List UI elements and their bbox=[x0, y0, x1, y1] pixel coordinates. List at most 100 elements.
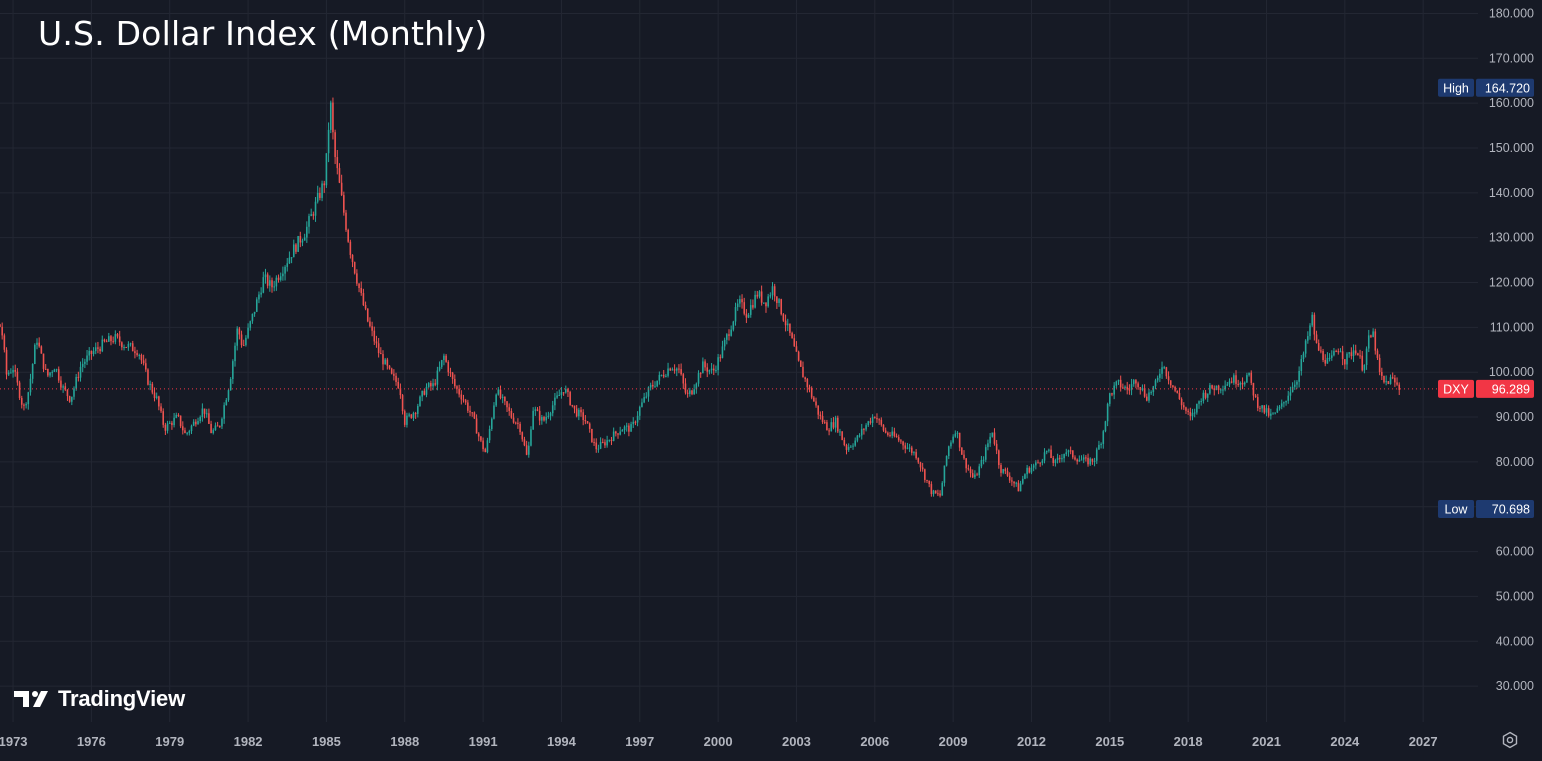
high-badge-value: 164.720 bbox=[1485, 81, 1530, 95]
candle-down-body bbox=[673, 369, 676, 371]
candle-up-body bbox=[438, 366, 441, 371]
candle-down-body bbox=[845, 445, 848, 450]
candle-up-body bbox=[290, 257, 293, 259]
candle-up-body bbox=[982, 459, 985, 461]
candle-up-body bbox=[1289, 392, 1292, 396]
candle-up-body bbox=[549, 413, 552, 416]
candle-up-body bbox=[1117, 379, 1120, 382]
candle-up-body bbox=[25, 404, 27, 406]
candle-down-body bbox=[395, 375, 397, 382]
candle-up-body bbox=[384, 359, 386, 365]
time-tick-label: 1991 bbox=[469, 734, 498, 749]
candle-down-body bbox=[1317, 343, 1320, 351]
candle-up-body bbox=[29, 378, 32, 393]
candle-up-body bbox=[1161, 367, 1163, 374]
candle-down-body bbox=[691, 390, 693, 395]
candle-down-body bbox=[134, 351, 136, 354]
candle-down-body bbox=[57, 369, 60, 381]
candle-down-body bbox=[573, 405, 576, 409]
candle-up-body bbox=[79, 366, 82, 378]
candle-down-body bbox=[684, 383, 687, 393]
candle-down-body bbox=[323, 183, 326, 186]
candle-down-body bbox=[42, 353, 45, 369]
candle-down-body bbox=[1230, 381, 1233, 383]
candle-down-body bbox=[1176, 390, 1179, 393]
candle-up-body bbox=[282, 273, 284, 277]
candle-down-body bbox=[998, 450, 1000, 466]
time-tick-label: 2024 bbox=[1330, 734, 1360, 749]
candle-up-body bbox=[1248, 372, 1250, 376]
candle-down-body bbox=[390, 368, 393, 374]
candle-up-body bbox=[1035, 462, 1037, 466]
candle-up-body bbox=[1156, 377, 1159, 381]
candle-down-body bbox=[634, 421, 637, 423]
candle-down-body bbox=[582, 412, 584, 420]
candle-down-body bbox=[900, 440, 902, 442]
price-axis[interactable]: 180.000 170.000 160.000 150.000 140.000 130.0… bbox=[1438, 6, 1534, 693]
candle-down-body bbox=[1350, 352, 1353, 357]
candle-down-body bbox=[430, 383, 432, 387]
candle-up-body bbox=[1311, 314, 1313, 326]
candle-down-body bbox=[712, 368, 715, 371]
candle-up-body bbox=[854, 440, 857, 446]
candle-down-body bbox=[930, 484, 933, 495]
price-tick-label: 90.000 bbox=[1496, 410, 1534, 424]
candle-down-body bbox=[423, 390, 426, 395]
candle-down-body bbox=[610, 439, 613, 441]
candle-down-body bbox=[399, 388, 402, 396]
candle-up-body bbox=[665, 375, 667, 377]
candle-down-body bbox=[1085, 457, 1087, 459]
candle-down-body bbox=[508, 407, 511, 411]
candle-up-body bbox=[932, 490, 935, 495]
candle-down-body bbox=[1039, 462, 1041, 464]
candle-up-body bbox=[1154, 380, 1157, 387]
candle-down-body bbox=[917, 458, 920, 463]
low-badge-value: 70.698 bbox=[1492, 502, 1530, 516]
candle-up-body bbox=[984, 447, 987, 460]
candle-up-body bbox=[329, 102, 332, 130]
candle-up-body bbox=[127, 344, 130, 348]
candle-up-body bbox=[689, 390, 691, 394]
candle-up-body bbox=[1298, 370, 1300, 382]
candle-up-body bbox=[1285, 400, 1287, 403]
candle-down-body bbox=[451, 372, 454, 379]
candle-down-body bbox=[1335, 351, 1337, 353]
time-axis[interactable]: 1973 1976 1979 1982 1985 1988 1991 1994 1997 2000… bbox=[0, 734, 1438, 749]
candle-up-body bbox=[1063, 454, 1065, 459]
candle-up-body bbox=[27, 392, 30, 405]
candle-up-body bbox=[606, 440, 608, 446]
candle-down-body bbox=[1378, 357, 1381, 372]
candle-down-body bbox=[1256, 397, 1259, 408]
candle-up-body bbox=[1130, 384, 1133, 390]
candle-down-body bbox=[1074, 457, 1076, 460]
candle-up-body bbox=[1276, 408, 1279, 413]
candle-down-body bbox=[1211, 385, 1213, 389]
candle-up-body bbox=[1272, 413, 1274, 415]
gear-icon[interactable] bbox=[1500, 730, 1520, 750]
candle-down-body bbox=[351, 254, 354, 263]
candle-down-body bbox=[340, 182, 343, 196]
candle-down-body bbox=[1324, 359, 1327, 364]
candle-up-body bbox=[223, 405, 225, 419]
candle-down-body bbox=[1374, 331, 1377, 351]
candle-up-body bbox=[1291, 386, 1294, 393]
candle-down-body bbox=[116, 334, 119, 337]
candle-down-body bbox=[195, 421, 197, 425]
candle-up-body bbox=[943, 465, 946, 483]
tradingview-brand[interactable]: TradingView bbox=[14, 686, 185, 712]
tradingview-logo-icon bbox=[14, 691, 48, 707]
candle-down-body bbox=[1172, 385, 1174, 387]
high-badge: High 164.720 bbox=[1438, 78, 1534, 97]
candle-up-body bbox=[908, 447, 911, 449]
candle-up-body bbox=[495, 394, 497, 406]
candle-up-body bbox=[769, 295, 772, 297]
candle-down-body bbox=[447, 361, 450, 373]
candle-down-body bbox=[371, 326, 373, 331]
candle-up-body bbox=[1278, 406, 1281, 409]
candle-down-body bbox=[364, 305, 367, 309]
candle-up-body bbox=[658, 374, 661, 381]
candle-down-body bbox=[1235, 375, 1237, 384]
candle-up-body bbox=[865, 425, 867, 430]
